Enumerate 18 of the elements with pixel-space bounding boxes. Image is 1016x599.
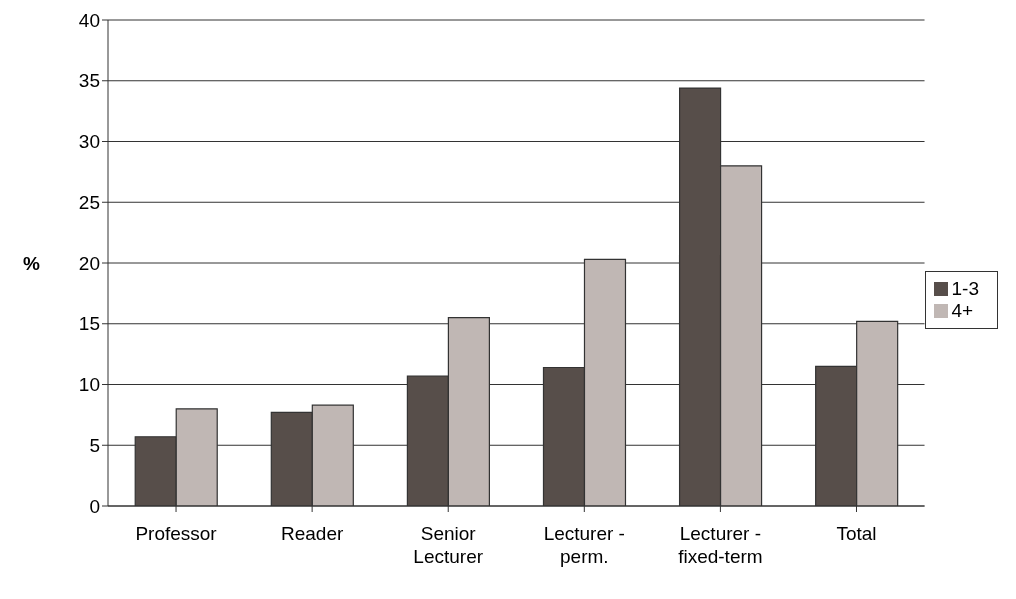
legend-label: 1-3: [951, 277, 979, 299]
y-tick-label: 30: [78, 131, 100, 153]
y-tick-label: 20: [78, 252, 100, 274]
x-tick-label: Reader: [280, 523, 344, 544]
y-tick-label: 35: [78, 70, 100, 92]
y-axis-title: %: [23, 252, 40, 274]
legend-label: 4+: [951, 299, 974, 321]
y-tick-label: 0: [89, 495, 100, 517]
x-tick-label: Lecturer - perm.: [543, 523, 625, 567]
x-tick-label: Senior Lecturer: [413, 523, 484, 567]
x-tick-label: Total: [836, 523, 877, 544]
y-tick-label: 10: [78, 374, 100, 396]
y-tick-label: 25: [78, 191, 100, 213]
x-tick-label: Lecturer - fixed-term: [678, 523, 763, 567]
y-tick-label: 15: [78, 313, 100, 335]
x-tick-label: Professor: [135, 523, 218, 544]
y-tick-label: 5: [89, 434, 100, 456]
y-tick-label: 40: [78, 9, 100, 31]
